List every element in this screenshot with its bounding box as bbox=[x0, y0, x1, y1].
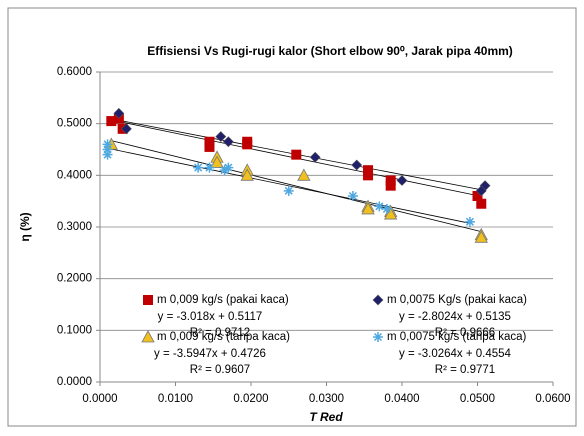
marker bbox=[193, 162, 204, 173]
marker bbox=[385, 180, 396, 191]
marker bbox=[476, 198, 487, 209]
marker bbox=[351, 159, 363, 171]
trendline bbox=[107, 147, 471, 224]
marker bbox=[475, 185, 487, 197]
legend-marker bbox=[372, 294, 384, 306]
marker bbox=[102, 149, 113, 160]
x-tick-label: 0.0300 bbox=[309, 393, 344, 405]
x-tick-label: 0.0600 bbox=[535, 393, 570, 405]
marker bbox=[204, 141, 215, 152]
x-tick-label: 0.0200 bbox=[233, 393, 268, 405]
trendline bbox=[111, 140, 482, 233]
marker bbox=[204, 162, 215, 173]
marker bbox=[374, 201, 385, 212]
y-axis-title: η (%) bbox=[18, 212, 32, 241]
legend-marker bbox=[141, 330, 155, 343]
marker bbox=[309, 151, 321, 163]
marker bbox=[121, 123, 132, 135]
marker bbox=[102, 139, 113, 150]
x-tick-label: 0.0100 bbox=[158, 393, 193, 405]
y-tick-label: 0.3000 bbox=[57, 221, 92, 233]
trendline-equation: y = -3.5947x + 0.4726 bbox=[154, 348, 266, 360]
x-axis-title: T Red bbox=[309, 410, 343, 424]
marker bbox=[297, 168, 311, 181]
y-tick-label: 0.0000 bbox=[57, 376, 92, 388]
x-tick-label: 0.0400 bbox=[384, 393, 419, 405]
marker bbox=[381, 203, 392, 214]
marker bbox=[361, 202, 375, 215]
marker bbox=[219, 165, 230, 176]
y-tick-label: 0.1000 bbox=[57, 324, 92, 336]
legend-marker bbox=[143, 295, 153, 305]
marker bbox=[215, 131, 227, 143]
marker bbox=[291, 149, 302, 160]
chart-frame bbox=[7, 7, 577, 427]
x-tick-label: 0.0000 bbox=[82, 393, 117, 405]
trendline-equation: y = -2.8024x + 0.5135 bbox=[399, 311, 511, 323]
marker bbox=[396, 175, 408, 186]
trendline-r2: R² = 0.9771 bbox=[435, 364, 495, 376]
y-tick-label: 0.2000 bbox=[57, 273, 92, 285]
marker bbox=[242, 139, 253, 150]
trendline-equation: y = -3.0264x + 0.4554 bbox=[399, 348, 511, 360]
legend-marker bbox=[373, 332, 383, 342]
marker bbox=[113, 107, 125, 119]
marker bbox=[222, 136, 234, 148]
trendline-equation: y = -3.018x + 0.5117 bbox=[158, 311, 263, 323]
marker bbox=[240, 168, 254, 181]
x-tick-label: 0.0500 bbox=[460, 393, 495, 405]
legend-label: m 0,009 kg/s (pakai kaca) bbox=[157, 294, 289, 306]
marker bbox=[102, 144, 113, 155]
y-tick-label: 0.4000 bbox=[57, 169, 92, 181]
marker bbox=[464, 216, 475, 227]
trendline-r2: R² = 0.9666 bbox=[435, 327, 495, 339]
marker bbox=[223, 162, 234, 173]
marker bbox=[347, 191, 358, 201]
trendline-r2: R² = 0.9712 bbox=[190, 327, 250, 339]
marker bbox=[210, 155, 224, 168]
y-tick-label: 0.6000 bbox=[57, 66, 92, 78]
trendline bbox=[118, 119, 486, 191]
marker bbox=[363, 170, 374, 181]
y-tick-label: 0.5000 bbox=[57, 118, 92, 130]
marker bbox=[474, 230, 488, 243]
marker bbox=[384, 207, 398, 220]
legend-label: m 0,0075 kg/s (tanpa kaca) bbox=[387, 331, 527, 343]
marker bbox=[106, 116, 117, 127]
trendline-r2: R² = 0.9607 bbox=[190, 364, 250, 376]
legend-label: m 0,0075 Kg/s (pakai kaca) bbox=[387, 294, 527, 306]
chart-title: Effisiensi Vs Rugi-rugi kalor (Short elb… bbox=[147, 44, 513, 58]
marker bbox=[283, 185, 294, 196]
legend-label: m 0,009 kg/s (tanpa kaca) bbox=[157, 331, 290, 343]
